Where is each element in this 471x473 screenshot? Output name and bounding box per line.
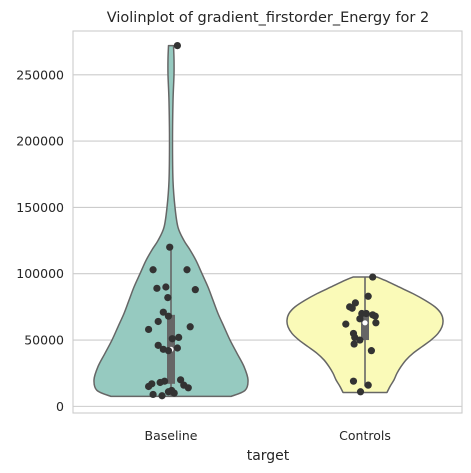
violin-median-dot: [362, 320, 368, 326]
data-point: [164, 312, 173, 320]
violin-iqr-box: [361, 313, 369, 341]
data-point: [356, 315, 364, 323]
data-point: [159, 308, 167, 316]
data-point: [145, 325, 153, 334]
data-point: [162, 283, 170, 291]
data-point: [348, 304, 356, 312]
data-point: [356, 388, 365, 396]
data-point: [153, 284, 161, 292]
data-point: [342, 320, 350, 328]
data-point: [177, 376, 185, 384]
data-point: [168, 335, 176, 343]
data-point: [349, 377, 358, 385]
chart-title: Violinplot of gradient_firstorder_Energy…: [107, 10, 429, 26]
data-point: [164, 347, 173, 355]
data-point: [173, 41, 181, 50]
violin-body: [93, 44, 249, 398]
data-point: [364, 292, 372, 300]
data-point: [149, 266, 157, 274]
data-point: [154, 317, 162, 326]
strip-points: [145, 41, 380, 400]
y-tick-label: 250000: [16, 67, 64, 82]
data-point: [166, 243, 174, 251]
x-axis-label: target: [247, 448, 290, 464]
plot-frame: [72, 30, 463, 414]
x-tick-labels: Baseline Controls: [145, 428, 391, 443]
data-point: [362, 309, 370, 318]
y-tick-label: 150000: [16, 200, 64, 215]
data-point: [183, 266, 191, 274]
data-point: [356, 336, 364, 344]
data-point: [191, 286, 199, 294]
data-point: [158, 392, 166, 400]
data-point: [184, 384, 192, 392]
data-point: [351, 299, 359, 307]
data-point: [156, 378, 164, 387]
y-tick-label: 0: [56, 399, 64, 414]
data-point: [164, 294, 172, 302]
data-point: [173, 344, 181, 352]
data-point: [154, 341, 162, 349]
data-point: [364, 381, 372, 389]
data-point: [367, 347, 375, 355]
data-point: [164, 388, 173, 396]
data-point: [371, 312, 379, 320]
data-point: [149, 390, 157, 399]
y-tick-label: 50000: [24, 333, 64, 348]
data-point: [372, 319, 380, 327]
data-point: [175, 333, 183, 341]
data-point: [170, 389, 178, 397]
x-tick-label: Baseline: [145, 428, 198, 443]
data-point: [145, 382, 153, 391]
x-tick-label: Controls: [339, 428, 391, 443]
data-point: [369, 273, 377, 281]
y-tick-label: 200000: [16, 134, 64, 149]
y-tick-labels: 0 50000 100000 150000 200000 250000: [16, 67, 64, 414]
data-point: [350, 340, 358, 348]
data-point: [186, 323, 194, 331]
y-tick-label: 100000: [16, 266, 64, 281]
